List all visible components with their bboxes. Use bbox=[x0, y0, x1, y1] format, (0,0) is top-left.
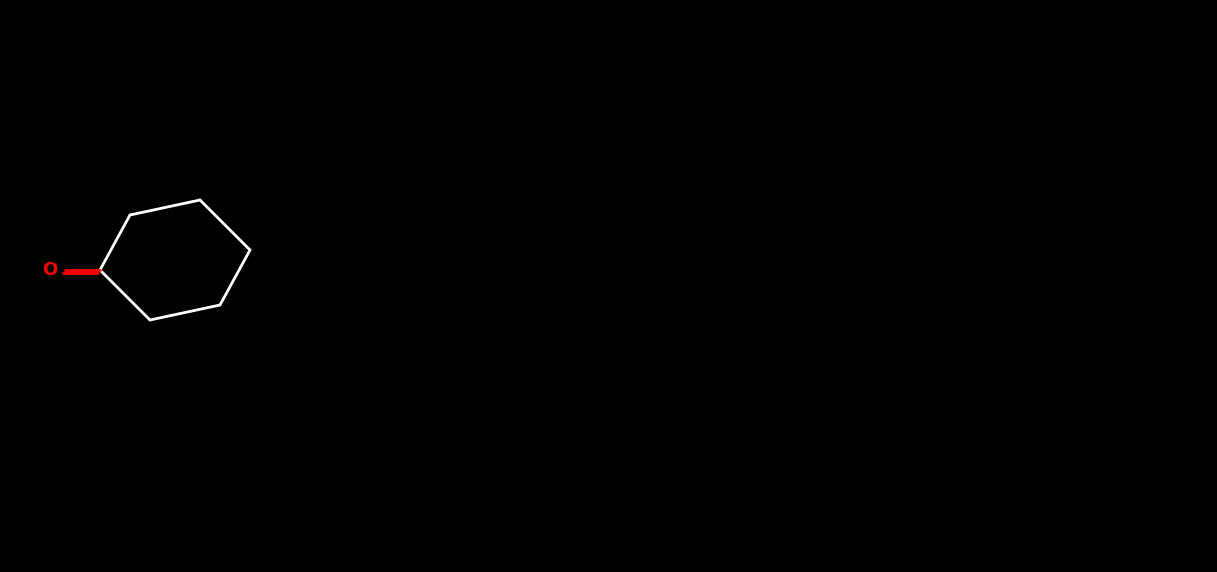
Text: O: O bbox=[43, 261, 57, 279]
